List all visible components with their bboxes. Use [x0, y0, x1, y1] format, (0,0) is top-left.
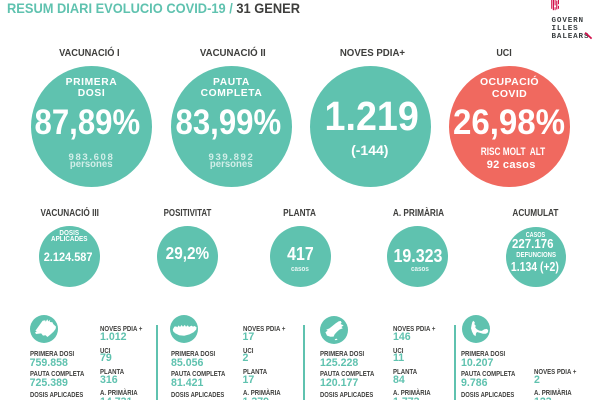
svg-text:BALEARS: BALEARS: [552, 33, 590, 41]
svg-text:ILLES: ILLES: [552, 25, 579, 33]
svg-text:GOVERN: GOVERN: [552, 17, 584, 25]
